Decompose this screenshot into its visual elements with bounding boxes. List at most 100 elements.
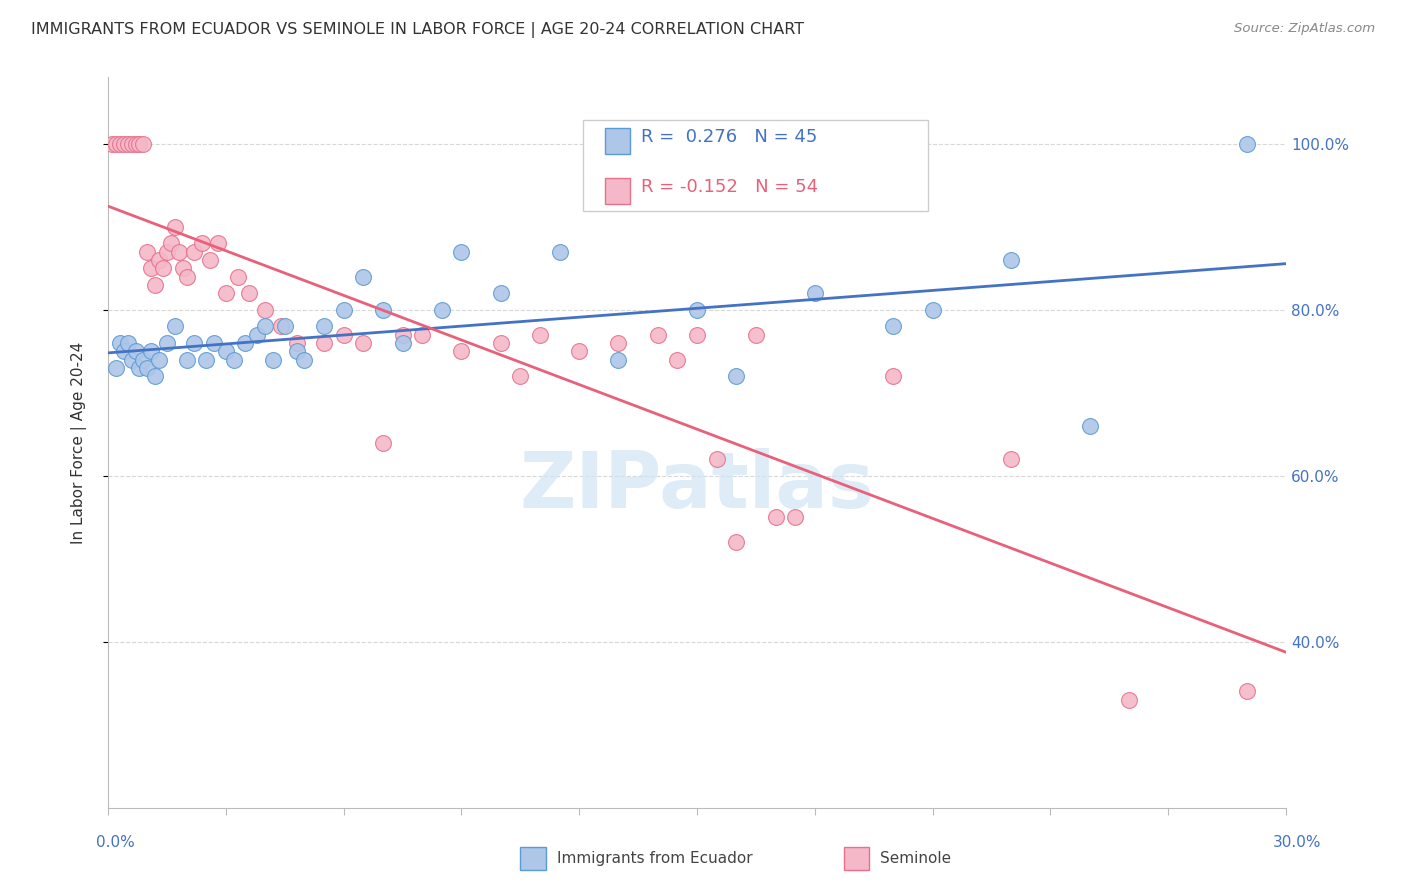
Point [198, 252, 221, 267]
Point [489, 335, 512, 350]
Point [136, 360, 159, 375]
Point [332, 302, 354, 317]
Text: Seminole: Seminole [880, 851, 952, 865]
Point [235, 335, 257, 350]
Point [202, 335, 225, 350]
Point [1078, 419, 1101, 434]
Point [921, 302, 943, 317]
Point [117, 136, 139, 151]
Point [176, 269, 198, 284]
Point [215, 286, 238, 301]
Point [176, 352, 198, 367]
Point [254, 319, 277, 334]
Text: R =  0.276   N = 45: R = 0.276 N = 45 [641, 128, 817, 146]
Point [745, 327, 768, 342]
Point [1000, 452, 1022, 467]
Point [430, 302, 453, 317]
Point [352, 335, 374, 350]
Point [725, 369, 748, 384]
Point [143, 369, 166, 384]
Text: IMMIGRANTS FROM ECUADOR VS SEMINOLE IN LABOR FORCE | AGE 20-24 CORRELATION CHART: IMMIGRANTS FROM ECUADOR VS SEMINOLE IN L… [31, 22, 804, 38]
Point [785, 510, 807, 524]
Point [117, 335, 139, 350]
Point [312, 335, 335, 350]
Point [607, 335, 630, 350]
Point [607, 352, 630, 367]
Point [285, 335, 308, 350]
Point [132, 352, 155, 367]
Point [207, 236, 229, 251]
Point [226, 269, 249, 284]
Point [882, 369, 904, 384]
Point [450, 244, 472, 259]
Point [391, 335, 413, 350]
Point [246, 327, 269, 342]
Point [804, 286, 827, 301]
Point [274, 319, 297, 334]
Point [411, 327, 433, 342]
Point [285, 344, 308, 359]
Point [104, 360, 127, 375]
Point [148, 252, 170, 267]
Point [254, 302, 277, 317]
Point [112, 344, 135, 359]
Point [371, 435, 394, 450]
Text: ZIPatlas: ZIPatlas [519, 449, 875, 524]
Point [222, 352, 245, 367]
Point [160, 236, 183, 251]
Point [647, 327, 669, 342]
Text: Source: ZipAtlas.com: Source: ZipAtlas.com [1234, 22, 1375, 36]
Point [108, 136, 131, 151]
Point [183, 335, 205, 350]
Point [128, 136, 150, 151]
Point [686, 327, 709, 342]
Point [706, 452, 728, 467]
Point [1236, 684, 1258, 698]
Point [686, 302, 709, 317]
Point [371, 302, 394, 317]
Point [112, 136, 135, 151]
Point [666, 352, 689, 367]
Point [489, 286, 512, 301]
Point [124, 136, 146, 151]
Point [312, 319, 335, 334]
Point [136, 244, 159, 259]
Point [1118, 692, 1140, 706]
Point [270, 319, 292, 334]
Point [121, 352, 143, 367]
Point [121, 136, 143, 151]
Point [108, 335, 131, 350]
Point [765, 510, 787, 524]
Point [882, 319, 904, 334]
Point [215, 344, 238, 359]
Point [152, 261, 174, 276]
Point [195, 352, 218, 367]
Point [262, 352, 284, 367]
Point [132, 136, 155, 151]
Text: Immigrants from Ecuador: Immigrants from Ecuador [557, 851, 752, 865]
Point [292, 352, 315, 367]
Point [1236, 136, 1258, 151]
Point [156, 335, 179, 350]
Point [141, 261, 163, 276]
Point [450, 344, 472, 359]
Point [509, 369, 531, 384]
Point [167, 244, 190, 259]
Y-axis label: In Labor Force | Age 20-24: In Labor Force | Age 20-24 [72, 342, 87, 543]
Point [163, 319, 186, 334]
Point [143, 277, 166, 292]
Point [148, 352, 170, 367]
Point [128, 360, 150, 375]
Point [1000, 252, 1022, 267]
Text: 30.0%: 30.0% [1274, 836, 1322, 850]
Point [163, 219, 186, 234]
Text: 0.0%: 0.0% [96, 836, 135, 850]
Point [172, 261, 194, 276]
Point [352, 269, 374, 284]
Point [156, 244, 179, 259]
Point [101, 136, 124, 151]
Text: R = -0.152   N = 54: R = -0.152 N = 54 [641, 178, 818, 196]
Point [191, 236, 214, 251]
Point [725, 535, 748, 549]
Point [141, 344, 163, 359]
